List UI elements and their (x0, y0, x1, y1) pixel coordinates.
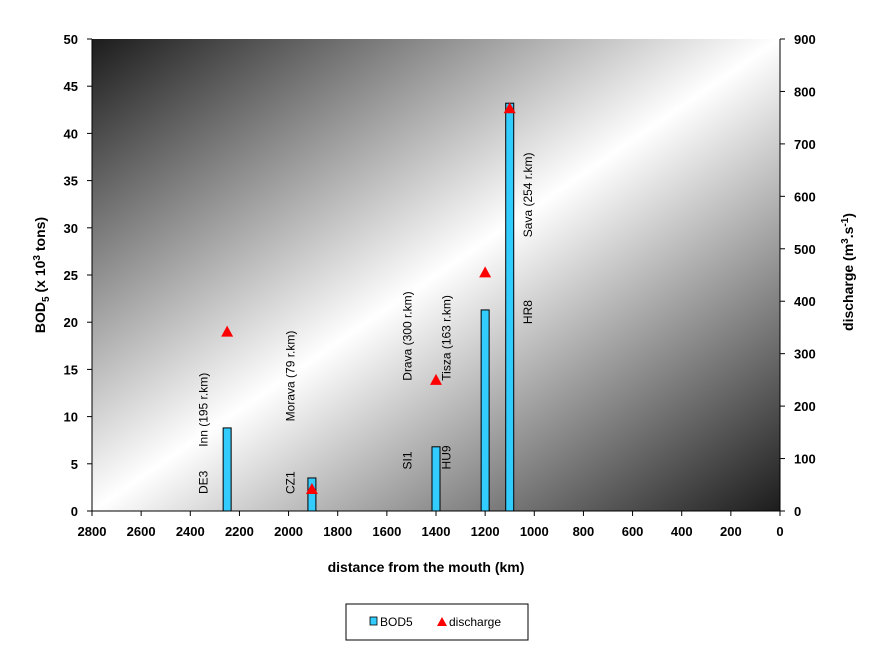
y2-tick-label: 200 (794, 399, 816, 414)
y-tick-label: 45 (64, 79, 78, 94)
x-axis-ticks: 2800 2600 2400 2200 2000 1800 1600 1400 1200 1000… (78, 511, 784, 539)
x-tick-label: 2800 (78, 524, 107, 539)
station-label: SI1 (400, 451, 414, 469)
discharge-marker (479, 266, 492, 278)
bod5-bar (307, 477, 317, 512)
y-tick-label: 40 (64, 126, 78, 141)
y-tick-label: 10 (64, 410, 78, 425)
y2-tick-label: 0 (794, 504, 801, 519)
x-tick-label: 400 (671, 524, 693, 539)
discharge-marker (430, 373, 442, 385)
x-tick-label: 200 (720, 524, 742, 539)
station-label: Morava (79 r.km) (284, 331, 298, 422)
y-tick-label: 35 (64, 174, 78, 189)
x-tick-label: 1200 (471, 524, 500, 539)
legend-discharge-label: discharge (449, 615, 501, 629)
y2-tick-label: 600 (794, 189, 816, 204)
left-axis-ticks: 0 5 10 15 20 25 30 35 40 45 50 (64, 32, 92, 519)
legend-bod5-label: BOD5 (380, 615, 413, 629)
legend: BOD5 discharge (345, 603, 529, 641)
x-tick-label: 2200 (225, 524, 254, 539)
y2-axis-title: discharge (m3.s-1) (840, 213, 856, 331)
station-annotations: DE3 Inn (195 r.km) CZ1 Morava (79 r.km) SI1 D… (196, 153, 534, 494)
y2-tick-label: 700 (794, 137, 816, 152)
y-tick-label: 25 (64, 268, 78, 283)
station-label: HU9 (440, 445, 454, 469)
y-tick-label: 5 (71, 457, 78, 472)
station-label: Drava (300 r.km) (400, 291, 414, 380)
x-tick-label: 2600 (127, 524, 156, 539)
y-tick-label: 15 (64, 362, 78, 377)
station-label: Sava (254 r.km) (521, 153, 535, 238)
station-label: DE3 (196, 470, 210, 494)
station-label: Inn (195 r.km) (196, 373, 210, 447)
x-tick-label: 0 (776, 524, 783, 539)
bod5-bar (222, 427, 232, 512)
right-axis-ticks: 0 100 200 300 400 500 600 700 800 900 (780, 32, 816, 519)
y2-tick-label: 100 (794, 452, 816, 467)
plot-area (92, 39, 780, 511)
x-tick-label: 600 (622, 524, 644, 539)
y-tick-label: 50 (64, 32, 78, 47)
y-axis-title: BOD5 (x 103 tons) (32, 217, 52, 333)
y2-tick-label: 500 (794, 242, 816, 257)
x-tick-label: 1600 (372, 524, 401, 539)
x-tick-label: 800 (573, 524, 595, 539)
x-axis-title: distance from the mouth (km) (328, 559, 525, 575)
x-tick-label: 1400 (422, 524, 451, 539)
station-label: Tisza (163 r.km) (440, 295, 454, 381)
discharge-marker (503, 102, 516, 114)
discharge-markers (221, 102, 516, 494)
discharge-marker (305, 482, 318, 494)
y2-tick-label: 300 (794, 347, 816, 362)
y-tick-label: 20 (64, 315, 78, 330)
y-tick-label: 0 (71, 504, 78, 519)
bod5-bar (505, 102, 515, 512)
discharge-marker (221, 325, 234, 337)
y2-tick-label: 800 (794, 84, 816, 99)
legend-bod5-swatch (369, 616, 378, 626)
x-tick-label: 2000 (274, 524, 303, 539)
x-tick-label: 1000 (520, 524, 549, 539)
station-label: CZ1 (284, 471, 298, 494)
y2-tick-label: 400 (794, 294, 816, 309)
x-tick-label: 2400 (176, 524, 205, 539)
legend-discharge-swatch (437, 617, 447, 626)
x-tick-label: 1800 (323, 524, 352, 539)
bod5-bar (480, 309, 490, 512)
y-tick-label: 30 (64, 221, 78, 236)
station-label: HR8 (521, 300, 535, 324)
y2-tick-label: 900 (794, 32, 816, 47)
